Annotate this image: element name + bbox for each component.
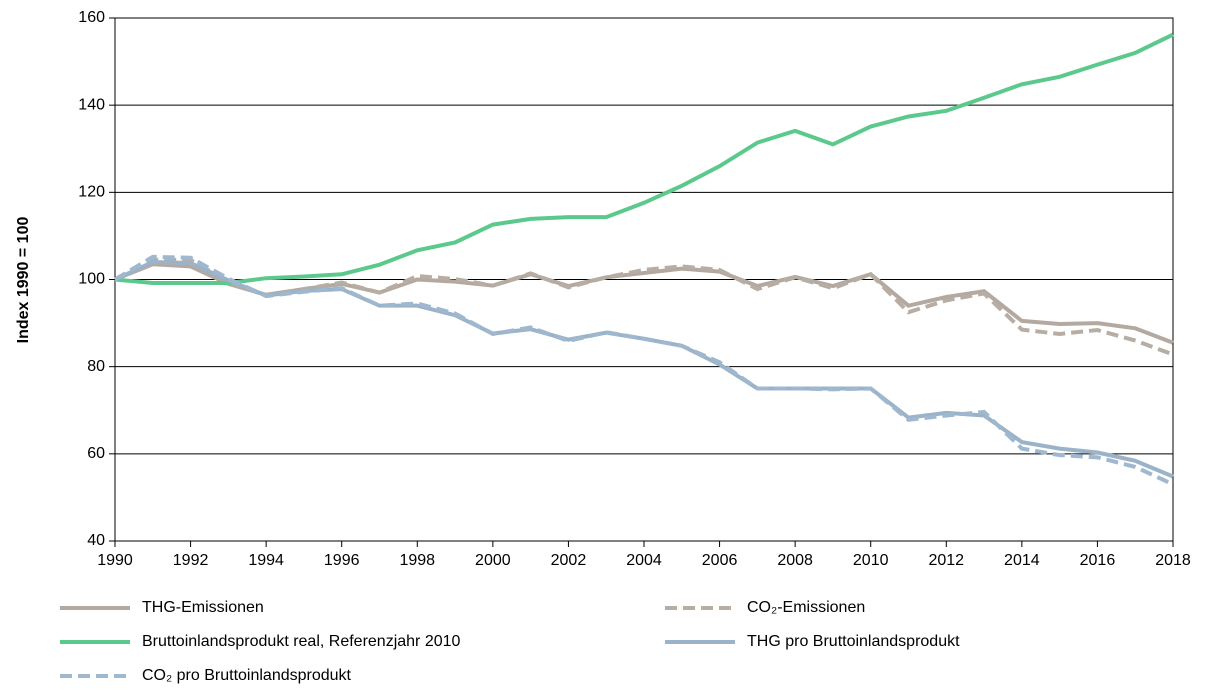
x-tick-label: 2006 bbox=[702, 552, 738, 569]
legend-label: Bruttoinlandsprodukt real, Referenzjahr … bbox=[142, 633, 461, 650]
x-tick-label: 2008 bbox=[777, 552, 813, 569]
x-tick-label: 2018 bbox=[1155, 552, 1191, 569]
legend-label: CO₂ pro Bruttoinlandsprodukt bbox=[142, 667, 352, 684]
x-tick-label: 1998 bbox=[399, 552, 435, 569]
x-tick-label: 2014 bbox=[1004, 552, 1040, 569]
x-tick-label: 2004 bbox=[626, 552, 662, 569]
y-tick-label: 40 bbox=[87, 532, 105, 549]
x-tick-label: 2016 bbox=[1080, 552, 1116, 569]
x-tick-label: 2000 bbox=[475, 552, 511, 569]
y-tick-label: 60 bbox=[87, 445, 105, 462]
series-line bbox=[114, 260, 1174, 479]
legend-label: THG pro Bruttoinlandsprodukt bbox=[747, 633, 960, 650]
x-tick-label: 1992 bbox=[173, 552, 209, 569]
x-tick-label: 2012 bbox=[928, 552, 964, 569]
x-tick-label: 2010 bbox=[853, 552, 889, 569]
x-tick-label: 1990 bbox=[97, 552, 133, 569]
series-line bbox=[113, 254, 1174, 487]
y-tick-label: 80 bbox=[87, 358, 105, 375]
y-axis-label: Index 1990 = 100 bbox=[15, 217, 32, 344]
y-tick-label: 120 bbox=[78, 184, 105, 201]
legend-label: CO₂-Emissionen bbox=[747, 599, 865, 616]
y-tick-label: 100 bbox=[78, 271, 105, 288]
x-tick-label: 1994 bbox=[248, 552, 284, 569]
y-tick-label: 140 bbox=[78, 96, 105, 113]
x-tick-label: 1996 bbox=[324, 552, 360, 569]
legend-label: THG-Emissionen bbox=[142, 599, 264, 616]
series-line bbox=[114, 32, 1174, 285]
y-tick-label: 160 bbox=[78, 9, 105, 26]
x-tick-label: 2002 bbox=[551, 552, 587, 569]
